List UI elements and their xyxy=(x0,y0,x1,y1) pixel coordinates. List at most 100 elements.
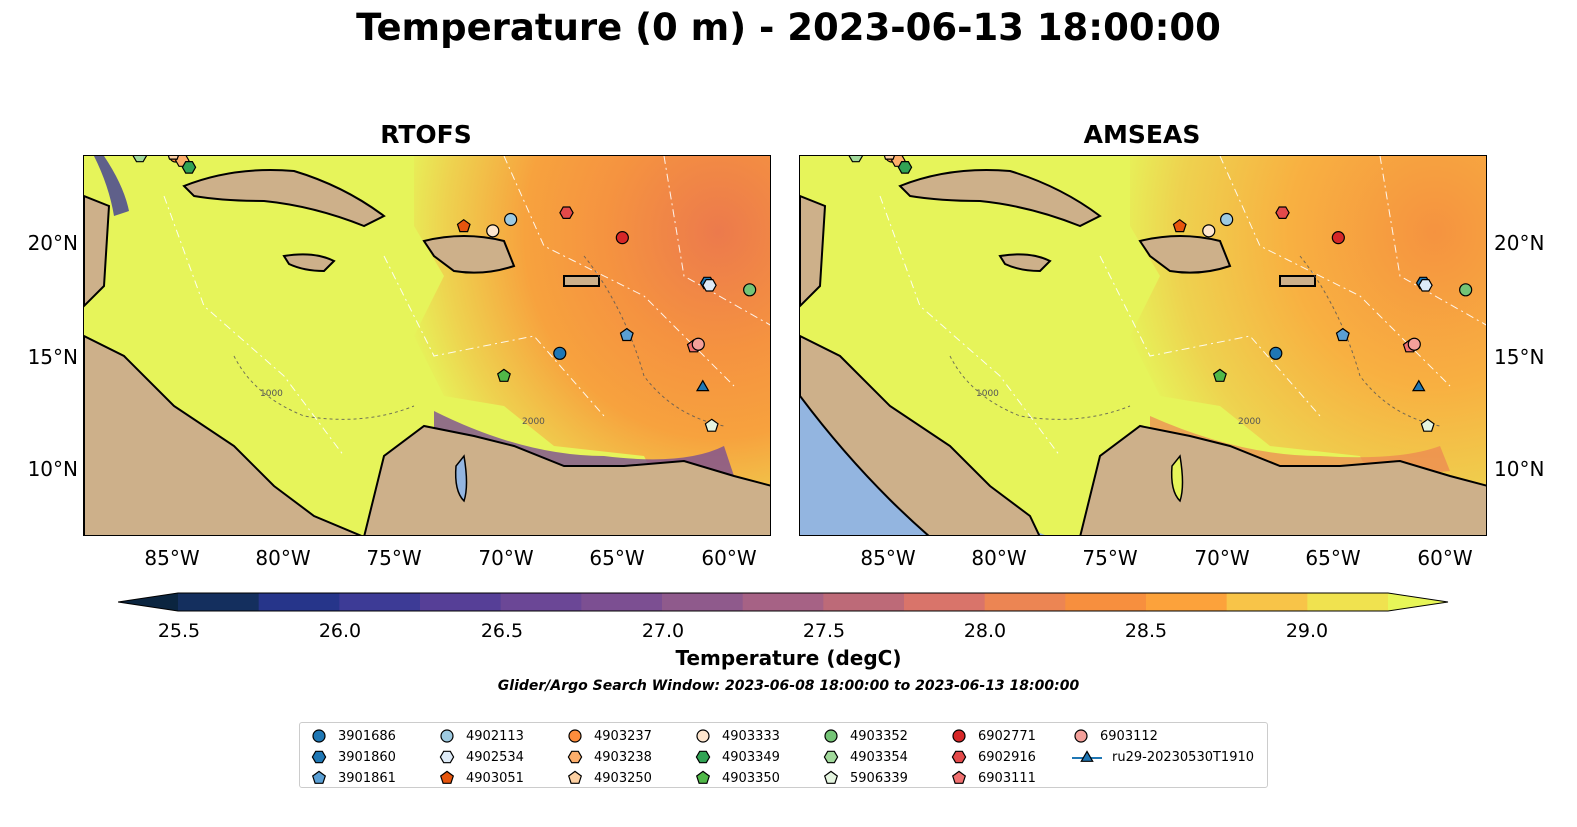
legend-marker-icon xyxy=(951,750,967,764)
land-puerto-rico xyxy=(563,275,600,287)
land-cuba xyxy=(182,169,386,228)
legend-item-4903333: 4903333 xyxy=(694,726,780,746)
colorbar-bin xyxy=(823,593,905,611)
colorbar-tick-label: 26.0 xyxy=(318,620,362,642)
legend-label: 4902113 xyxy=(466,728,524,744)
legend-item-4903238: 4903238 xyxy=(566,747,652,767)
legend-item-5906339: 5906339 xyxy=(822,768,908,788)
float-markers-rtofs[interactable] xyxy=(132,156,757,432)
float-marker-4902113[interactable] xyxy=(504,212,518,227)
float-marker-4903250[interactable] xyxy=(883,156,896,160)
legend-item-6903112: 6903112 xyxy=(1072,726,1158,746)
legend-marker-icon xyxy=(311,750,327,764)
land-yucatan xyxy=(800,194,827,308)
float-marker-4903051[interactable] xyxy=(456,218,471,233)
legend-marker-icon xyxy=(695,770,711,784)
x-tick-label: 85°W xyxy=(860,546,916,570)
figure-title: Temperature (0 m) - 2023-06-13 18:00:00 xyxy=(356,6,1221,49)
legend-label: 4903350 xyxy=(722,770,780,786)
x-tick-label: 75°W xyxy=(366,546,422,570)
lake-maracaibo xyxy=(1170,454,1184,503)
colorbar-tick-label: 26.5 xyxy=(480,620,524,642)
legend-label: 4903250 xyxy=(594,770,652,786)
float-marker-4903354[interactable] xyxy=(132,156,148,163)
legend-marker-icon xyxy=(952,729,966,743)
y-tick-label: 10°N xyxy=(1494,457,1545,481)
colorbar-bin xyxy=(1307,593,1389,611)
colorbar-tick-label: 28.5 xyxy=(1124,620,1168,642)
colorbar-bin xyxy=(984,593,1066,611)
legend-item-4903051: 4903051 xyxy=(438,768,524,788)
float-marker-4903350[interactable] xyxy=(1212,368,1227,382)
colorbar-extend-min xyxy=(118,593,178,611)
x-tick-label: 65°W xyxy=(589,546,645,570)
legend-label: 3901860 xyxy=(338,749,396,765)
float-marker-4903352[interactable] xyxy=(1459,283,1473,297)
panel-title-amseas: AMSEAS xyxy=(1083,120,1201,149)
land-south-america xyxy=(1079,424,1486,535)
float-marker-6902916[interactable] xyxy=(559,206,574,220)
colorbar-label: Temperature (degC) xyxy=(675,646,902,670)
legend-item-4903352: 4903352 xyxy=(822,726,908,746)
float-marker-4903350[interactable] xyxy=(496,368,511,382)
float-marker-4903250[interactable] xyxy=(167,156,180,160)
legend-label: 5906339 xyxy=(850,770,908,786)
legend-marker-icon xyxy=(567,770,583,784)
map-panel-rtofs[interactable]: 1000 2000 xyxy=(83,155,771,536)
float-marker-ru29-20230530T1910[interactable] xyxy=(695,379,710,392)
legend-label: 6902771 xyxy=(978,728,1036,744)
float-marker-4903333[interactable] xyxy=(486,224,500,238)
float-marker-4902534[interactable] xyxy=(1418,278,1433,292)
x-tick-label: 70°W xyxy=(478,546,534,570)
float-marker-5906339[interactable] xyxy=(704,418,719,432)
legend-label: 4903333 xyxy=(722,728,780,744)
legend-item-6902771: 6902771 xyxy=(950,726,1036,746)
float-marker-4902534[interactable] xyxy=(702,278,717,292)
float-markers-amseas[interactable] xyxy=(848,156,1473,432)
sst-cool-upwelling xyxy=(1150,416,1450,476)
legend-label: 6903112 xyxy=(1100,728,1158,744)
y-tick-label: 15°N xyxy=(27,345,78,369)
float-marker-4903051[interactable] xyxy=(1172,218,1187,233)
float-marker-6902916[interactable] xyxy=(1275,206,1290,220)
float-marker-3901686[interactable] xyxy=(553,346,567,360)
float-marker-6902771[interactable] xyxy=(615,231,629,245)
land-jamaica xyxy=(282,253,336,273)
float-marker-5906339[interactable] xyxy=(1420,418,1435,432)
float-marker-4903349[interactable] xyxy=(897,160,913,174)
x-tick-label: 60°W xyxy=(1417,546,1473,570)
float-marker-4903354[interactable] xyxy=(848,156,864,163)
legend-marker-icon xyxy=(824,729,838,743)
legend-item-3901860: 3901860 xyxy=(310,747,396,767)
float-marker-ru29-20230530T1910[interactable] xyxy=(1411,379,1426,392)
float-marker-4903349[interactable] xyxy=(181,160,197,174)
sst-cool-yucatan xyxy=(94,156,129,216)
float-marker-3901686[interactable] xyxy=(1269,346,1283,360)
x-tick-label: 60°W xyxy=(701,546,757,570)
float-marker-4902113[interactable] xyxy=(1220,212,1234,227)
colorbar-bin xyxy=(581,593,663,611)
float-marker-3901861[interactable] xyxy=(619,327,634,342)
legend-marker-icon xyxy=(951,770,967,784)
float-marker-3901861[interactable] xyxy=(1335,327,1350,342)
colorbar-bin xyxy=(420,593,502,611)
colorbar-tick-label: 25.5 xyxy=(157,620,201,642)
colorbar-bin xyxy=(904,593,986,611)
float-marker-4903333[interactable] xyxy=(1202,224,1216,238)
float-marker-6903112[interactable] xyxy=(691,337,705,351)
float-marker-4903352[interactable] xyxy=(743,283,757,297)
colorbar-tick-label: 28.0 xyxy=(963,620,1007,642)
contour-label: 1000 xyxy=(976,389,999,399)
land-puerto-rico xyxy=(1279,275,1316,287)
float-marker-6902771[interactable] xyxy=(1331,231,1345,245)
legend-item-6903111: 6903111 xyxy=(950,768,1036,788)
land-south-america xyxy=(363,424,770,535)
legend-item-ru29-20230530T1910: ru29-20230530T1910 xyxy=(1072,747,1254,767)
legend-marker-icon xyxy=(312,729,326,743)
colorbar-outline xyxy=(118,592,1449,612)
float-marker-6903112[interactable] xyxy=(1407,337,1421,351)
legend-label: 6903111 xyxy=(978,770,1036,786)
map-panel-amseas[interactable]: 1000 2000 xyxy=(799,155,1487,536)
legend-marker-icon xyxy=(696,729,710,743)
search-window-text: Glider/Argo Search Window: 2023-06-08 18… xyxy=(497,678,1080,694)
